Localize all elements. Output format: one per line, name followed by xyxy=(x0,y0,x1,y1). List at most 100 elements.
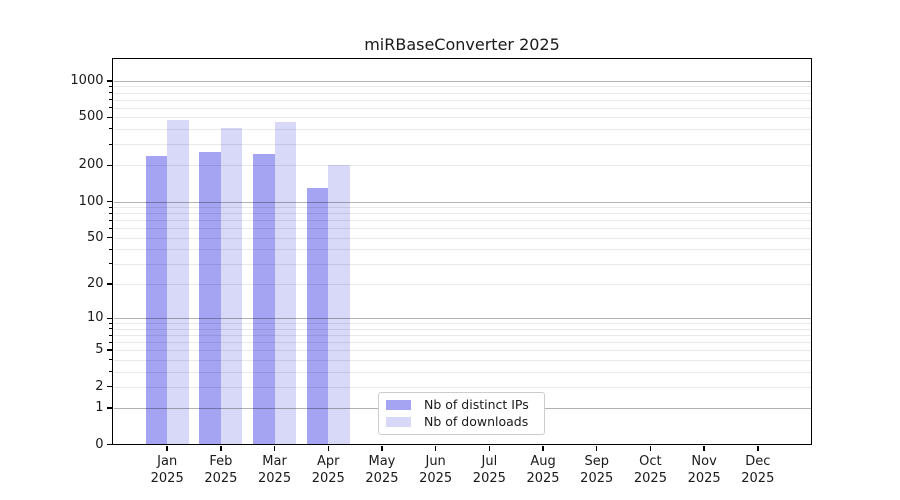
gridline-minor xyxy=(113,107,812,109)
gridline-minor xyxy=(113,128,812,130)
gridline-minor xyxy=(113,228,812,230)
gridline-minor xyxy=(113,263,812,265)
gridline-minor xyxy=(113,342,812,344)
bar-apr-downloads xyxy=(328,165,350,445)
gridline-minor xyxy=(113,207,812,209)
legend-swatch-distinct-ips-icon xyxy=(386,399,411,411)
y-tick xyxy=(107,443,112,446)
gridline-minor xyxy=(113,165,812,167)
y-minor-tick xyxy=(109,99,112,101)
gridline-minor xyxy=(113,284,812,286)
legend: Nb of distinct IPs Nb of downloads xyxy=(378,392,545,435)
bar-mar-downloads xyxy=(274,121,297,445)
gridline-major xyxy=(113,80,812,82)
y-minor-tick xyxy=(109,349,112,351)
x-tick-label: Jul 2025 xyxy=(472,453,506,487)
gridline-major xyxy=(113,318,812,320)
x-tick-label: Dec 2025 xyxy=(741,453,775,487)
x-tick xyxy=(488,446,491,451)
y-minor-tick xyxy=(109,227,112,229)
x-tick xyxy=(649,446,652,451)
y-tick-label: 1000 xyxy=(70,72,104,88)
x-tick xyxy=(381,446,383,451)
y-tick-label: 200 xyxy=(78,157,104,173)
gridline-minor xyxy=(113,350,812,352)
y-minor-tick xyxy=(109,386,112,388)
y-minor-tick xyxy=(109,143,112,145)
x-tick-label: May 2025 xyxy=(365,453,399,487)
gridline-minor xyxy=(113,335,812,337)
gridline-minor xyxy=(113,237,812,239)
gridline-minor xyxy=(113,144,812,146)
y-tick-label: 10 xyxy=(86,310,104,326)
gridline-minor xyxy=(113,386,812,388)
y-tick-label: 50 xyxy=(86,229,104,245)
y-minor-tick xyxy=(109,164,112,166)
x-tick-label: Apr 2025 xyxy=(311,453,345,487)
gridline-minor xyxy=(113,220,812,222)
gridline-minor xyxy=(113,86,812,88)
y-tick-label: 0 xyxy=(95,436,104,452)
bar-mar-distinct-ips xyxy=(253,153,275,445)
x-tick-label: Aug 2025 xyxy=(526,453,560,487)
x-tick-label: Sep 2025 xyxy=(580,453,614,487)
y-tick-label: 5 xyxy=(95,342,104,358)
legend-item-downloads: Nb of downloads xyxy=(386,415,536,429)
x-tick xyxy=(327,446,330,451)
x-tick xyxy=(220,446,222,451)
gridline-minor xyxy=(113,323,812,325)
y-tick xyxy=(107,80,112,82)
x-tick-label: Jan 2025 xyxy=(150,453,184,487)
x-tick-label: Mar 2025 xyxy=(258,453,292,487)
legend-swatch-downloads-icon xyxy=(386,416,411,428)
y-minor-tick xyxy=(109,341,112,343)
bar-jan-distinct-ips xyxy=(145,155,168,445)
bar-feb-downloads xyxy=(220,127,243,445)
y-minor-tick xyxy=(109,219,112,221)
x-tick xyxy=(434,446,437,451)
y-minor-tick xyxy=(109,237,112,239)
x-tick xyxy=(273,446,276,451)
gridline-minor xyxy=(113,359,812,361)
y-tick-label: 20 xyxy=(86,276,104,292)
y-minor-tick xyxy=(109,206,112,208)
y-minor-tick xyxy=(109,212,112,214)
y-minor-tick xyxy=(109,371,112,373)
x-tick xyxy=(703,446,705,451)
y-tick-label: 100 xyxy=(78,193,104,209)
gridline-minor xyxy=(113,328,812,330)
legend-label-downloads: Nb of downloads xyxy=(424,414,529,429)
x-tick xyxy=(166,446,168,451)
bar-jan-downloads xyxy=(167,119,189,445)
gridline-minor xyxy=(113,117,812,119)
legend-item-distinct-ips: Nb of distinct IPs xyxy=(386,398,536,412)
y-minor-tick xyxy=(109,322,112,324)
x-tick-label: Nov 2025 xyxy=(687,453,721,487)
y-minor-tick xyxy=(109,328,112,330)
y-minor-tick xyxy=(109,92,112,94)
gridline-minor xyxy=(113,213,812,215)
gridline-major xyxy=(113,201,812,203)
x-tick xyxy=(595,446,598,451)
x-tick-label: Jun 2025 xyxy=(419,453,453,487)
y-minor-tick xyxy=(109,248,112,250)
y-minor-tick xyxy=(109,116,112,118)
y-minor-tick xyxy=(109,283,112,285)
x-tick-label: Oct 2025 xyxy=(633,453,667,487)
x-tick xyxy=(542,446,544,451)
bar-feb-distinct-ips xyxy=(199,151,221,445)
chart-title: miRBaseConverter 2025 xyxy=(364,35,560,54)
x-tick xyxy=(757,446,759,451)
y-minor-tick xyxy=(109,334,112,336)
y-minor-tick xyxy=(109,263,112,265)
y-tick xyxy=(107,200,112,203)
y-minor-tick xyxy=(109,128,112,130)
y-tick-label: 500 xyxy=(78,109,104,125)
x-tick-label: Feb 2025 xyxy=(204,453,238,487)
y-tick-label: 1 xyxy=(95,400,104,415)
legend-label-distinct-ips: Nb of distinct IPs xyxy=(424,397,529,412)
y-minor-tick xyxy=(109,85,112,87)
y-minor-tick xyxy=(109,107,112,109)
y-tick-label: 2 xyxy=(95,378,104,394)
